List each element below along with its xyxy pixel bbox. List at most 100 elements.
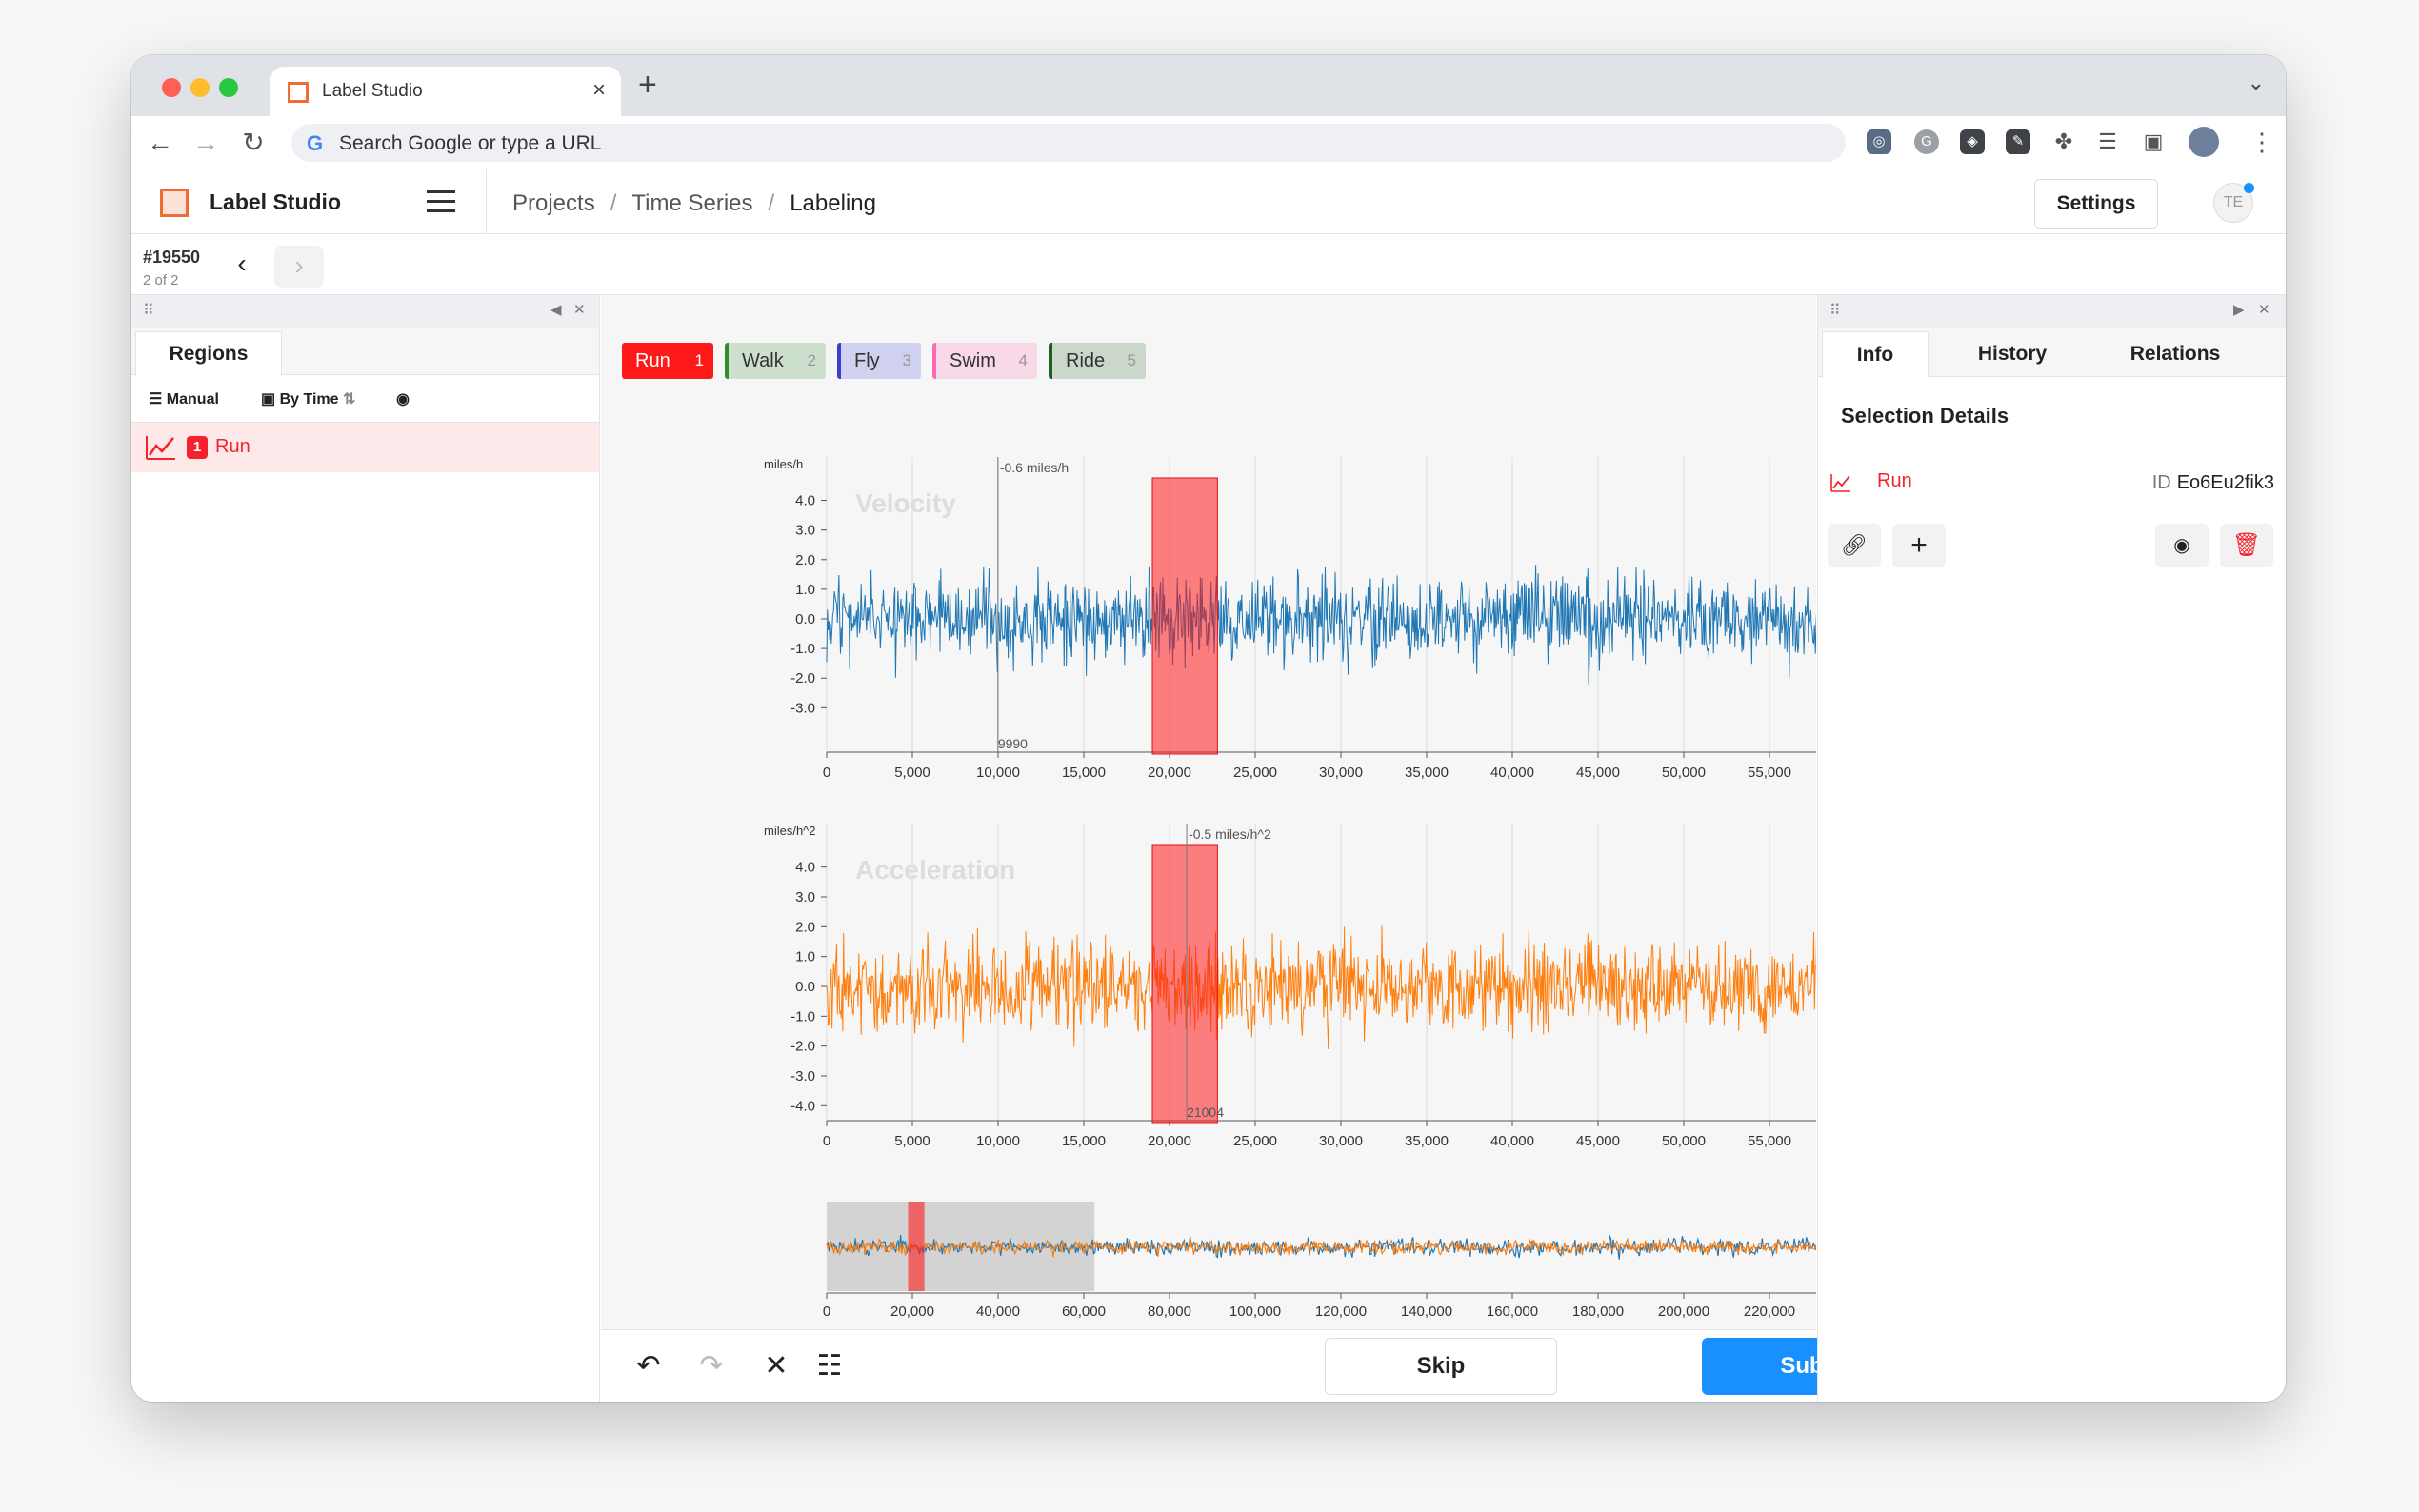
settings-button[interactable]: Settings <box>2034 179 2158 229</box>
breadcrumb-projects[interactable]: Projects <box>512 190 595 216</box>
x-tick-label: 20,000 <box>1148 1133 1191 1149</box>
list-order-icon: ☰ <box>149 391 167 408</box>
collapse-left-icon[interactable]: ◀ <box>550 302 562 318</box>
sort-by-time-button[interactable]: ▣ By Time ⇅ <box>261 389 355 408</box>
label-studio-favicon-icon <box>288 82 309 103</box>
breadcrumb-separator: / <box>768 190 775 216</box>
label-walk[interactable]: Walk 2 <box>725 343 826 379</box>
extension-pen-icon[interactable]: ✎ <box>2006 129 2030 154</box>
forward-icon[interactable]: → <box>192 128 219 157</box>
settings-sliders-icon[interactable]: ☷ <box>816 1350 843 1382</box>
add-plus-icon[interactable]: + <box>1892 524 1946 567</box>
label-name: Fly <box>854 350 880 371</box>
toggle-visibility-eye-icon[interactable]: ◉ <box>396 391 410 408</box>
y-tick-label: -3.0 <box>790 1068 815 1084</box>
run-region-highlight <box>1151 477 1218 755</box>
navigator-x-tick-label: 160,000 <box>1487 1303 1538 1320</box>
cursor-x-label: 21004 <box>1187 1104 1224 1120</box>
side-panel-icon[interactable]: ▣ <box>2143 129 2164 153</box>
cursor-x-label: 9990 <box>998 736 1028 751</box>
y-axis-unit-label: miles/h^2 <box>764 824 816 838</box>
redo-icon[interactable]: ↷ <box>699 1350 724 1382</box>
breadcrumb-project[interactable]: Time Series <box>631 190 753 216</box>
y-tick-label: 4.0 <box>795 493 815 509</box>
address-placeholder: Search Google or type a URL <box>339 132 602 154</box>
x-tick-label: 50,000 <box>1662 1133 1706 1149</box>
y-tick-label: 3.0 <box>795 889 815 905</box>
label-name: Run <box>635 350 670 371</box>
tab-info[interactable]: Info <box>1822 331 1929 378</box>
x-tick-label: 0 <box>823 765 830 781</box>
region-item-run[interactable]: 1 Run <box>131 423 599 472</box>
tab-history[interactable]: History <box>1977 343 2048 365</box>
regions-panel: ⠿ ◀ ✕ Regions ☰ Manual ▣ By Time ⇅ ◉ 1 R… <box>131 295 600 1402</box>
label-studio-logo-icon[interactable] <box>160 189 189 217</box>
region-id: ID Eo6Eu2fik3 <box>2152 472 2274 494</box>
skip-button[interactable]: Skip <box>1325 1338 1557 1395</box>
tab-search-chevron-icon[interactable]: ⌄ <box>2247 70 2265 94</box>
x-tick-label: 35,000 <box>1405 765 1449 781</box>
timeseries-region-icon <box>146 436 175 460</box>
previous-task-chevron-icon[interactable]: ‹ <box>237 249 247 278</box>
grammarly-extension-icon[interactable]: G <box>1914 129 1939 154</box>
close-tab-icon[interactable]: × <box>591 77 606 103</box>
label-swim[interactable]: Swim 4 <box>932 343 1037 379</box>
x-tick-label: 45,000 <box>1576 765 1620 781</box>
close-window-button[interactable] <box>162 78 181 97</box>
browser-tab[interactable]: Label Studio × <box>270 67 621 116</box>
drag-handle-icon[interactable]: ⠿ <box>1829 303 1841 319</box>
reading-list-icon[interactable]: ☰ <box>2098 129 2117 153</box>
main-menu-icon[interactable] <box>427 190 455 213</box>
tab-regions[interactable]: Regions <box>135 331 282 376</box>
task-id: #19550 <box>143 248 201 267</box>
chart-title: Velocity <box>855 488 956 518</box>
breadcrumb: Projects / Time Series / Labeling <box>512 190 876 217</box>
y-tick-label: 2.0 <box>795 552 815 568</box>
annotation-controls: ↶ ↷ ✕ ☷ Skip Submit <box>601 1329 1936 1402</box>
undo-icon[interactable]: ↶ <box>636 1350 661 1382</box>
y-tick-label: -3.0 <box>790 700 815 716</box>
extension-icon[interactable]: ◎ <box>1867 129 1891 154</box>
x-tick-label: 30,000 <box>1319 765 1363 781</box>
manual-order-button[interactable]: ☰ Manual <box>149 389 219 408</box>
label-fly[interactable]: Fly 3 <box>837 343 921 379</box>
browser-menu-icon[interactable]: ⋮ <box>2249 128 2274 156</box>
label-ride[interactable]: Ride 5 <box>1049 343 1146 379</box>
extensions-puzzle-icon[interactable]: ✤ <box>2054 129 2073 153</box>
timeseries-charts[interactable]: 0 5,000 10,000 15,000 20,000 25,000 30,000 35,0… <box>601 295 1816 1329</box>
address-bar[interactable]: G Search Google or type a URL <box>291 124 1846 162</box>
link-icon[interactable]: 🔗︎ <box>1828 524 1881 567</box>
profile-avatar[interactable] <box>2189 127 2219 157</box>
collapse-right-icon[interactable]: ▶ <box>2233 302 2245 318</box>
minimize-window-button[interactable] <box>190 78 210 97</box>
label-hotkey: 4 <box>1018 351 1028 369</box>
label-run[interactable]: Run 1 <box>622 343 713 379</box>
navigator-x-tick-label: 80,000 <box>1148 1303 1191 1320</box>
minimize-panel-icon[interactable]: ✕ <box>573 302 586 318</box>
next-task-chevron-icon[interactable]: › <box>274 246 324 288</box>
x-tick-label: 25,000 <box>1233 765 1277 781</box>
delete-trash-icon[interactable]: 🗑︎ <box>2220 524 2273 567</box>
navigator-x-tick-label: 0 <box>823 1303 830 1320</box>
maximize-window-button[interactable] <box>219 78 238 97</box>
x-tick-label: 25,000 <box>1233 1133 1277 1149</box>
manual-order-label: Manual <box>166 391 219 408</box>
extension-box-icon[interactable]: ◈ <box>1960 129 1985 154</box>
label-hotkey: 3 <box>902 351 911 369</box>
reset-close-icon[interactable]: ✕ <box>764 1350 789 1382</box>
minimize-panel-icon[interactable]: ✕ <box>2258 302 2270 318</box>
reload-icon[interactable]: ↻ <box>242 128 265 157</box>
new-tab-button[interactable]: + <box>638 67 657 103</box>
drag-handle-icon[interactable]: ⠿ <box>143 303 154 319</box>
visibility-eye-icon[interactable]: ◉ <box>2155 524 2209 567</box>
tab-relations[interactable]: Relations <box>2129 343 2221 365</box>
back-icon[interactable]: ← <box>147 128 173 157</box>
selection-details-title: Selection Details <box>1841 404 2009 428</box>
info-panel: ⠿ ▶ ✕ Info History Relations Selection D… <box>1817 295 2286 1402</box>
navigator-x-tick-label: 20,000 <box>890 1303 934 1320</box>
y-tick-label: 3.0 <box>795 523 815 539</box>
navigator-x-tick-label: 140,000 <box>1401 1303 1452 1320</box>
x-tick-label: 30,000 <box>1319 1133 1363 1149</box>
x-tick-label: 55,000 <box>1748 765 1791 781</box>
x-tick-label: 35,000 <box>1405 1133 1449 1149</box>
